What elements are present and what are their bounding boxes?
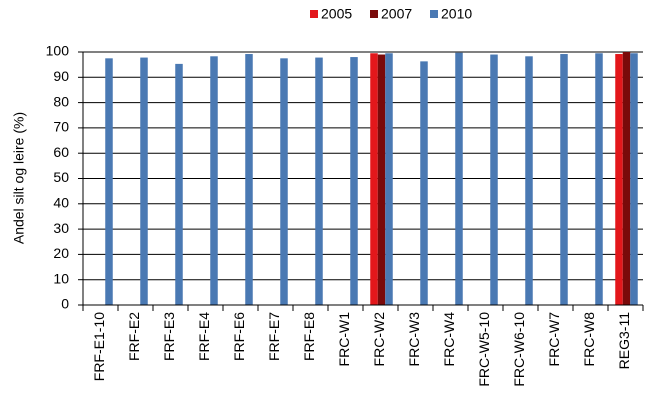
bar xyxy=(105,58,113,306)
x-tick-label: FRC-W1 xyxy=(336,312,352,367)
y-tick-label: 90 xyxy=(53,68,69,84)
x-tick-label: FRC-W4 xyxy=(441,312,457,367)
legend-swatch xyxy=(370,10,378,18)
x-tick-label: FRC-W6-10 xyxy=(511,312,527,387)
x-tick-label: FRF-E1-10 xyxy=(91,312,107,381)
bar xyxy=(140,57,148,305)
x-tick-label: FRF-E7 xyxy=(266,312,282,361)
bar xyxy=(280,58,288,306)
x-tick-label: FRF-E6 xyxy=(231,312,247,361)
x-tick-label: FRC-W8 xyxy=(581,312,597,367)
bar xyxy=(615,54,623,305)
bar xyxy=(560,54,568,305)
y-tick-label: 100 xyxy=(46,43,70,59)
x-tick-label: FRF-E8 xyxy=(301,312,317,361)
y-tick-label: 70 xyxy=(53,119,69,135)
bar xyxy=(420,61,428,306)
bar xyxy=(525,56,533,306)
bar xyxy=(350,57,358,306)
y-axis-label: Andel silt og leire (%) xyxy=(11,112,27,244)
x-tick-label: FRF-E4 xyxy=(196,312,212,361)
bar xyxy=(377,54,386,305)
legend-label: 2010 xyxy=(441,6,472,22)
legend-swatch xyxy=(430,10,438,18)
bar xyxy=(245,54,253,305)
bar xyxy=(385,53,393,305)
x-tick-label: FRC-W2 xyxy=(371,312,387,367)
y-tick-label: 30 xyxy=(53,220,69,236)
x-tick-label: FRC-W3 xyxy=(406,312,422,367)
x-tick-label: FRF-E2 xyxy=(126,312,142,361)
legend-label: 2005 xyxy=(321,6,352,22)
y-tick-label: 10 xyxy=(53,270,69,286)
bar xyxy=(490,54,498,305)
y-tick-label: 40 xyxy=(53,195,69,211)
bar xyxy=(210,56,218,306)
legend-label: 2007 xyxy=(381,6,412,22)
y-tick-label: 60 xyxy=(53,144,69,160)
bar xyxy=(175,63,183,306)
legend-swatch xyxy=(310,10,318,18)
bar xyxy=(630,53,638,305)
x-tick-label: FRF-E3 xyxy=(161,312,177,361)
y-tick-label: 0 xyxy=(61,296,69,312)
y-tick-label: 20 xyxy=(53,245,69,261)
x-tick-label: REG3-11 xyxy=(616,312,632,370)
bar xyxy=(455,52,463,305)
bar xyxy=(315,57,323,305)
bar xyxy=(595,53,603,305)
x-tick-label: FRC-W7 xyxy=(546,312,562,367)
x-tick-label: FRC-W5-10 xyxy=(476,312,492,387)
y-tick-label: 50 xyxy=(53,169,69,185)
bar xyxy=(370,53,378,305)
bar xyxy=(622,52,631,305)
y-tick-label: 80 xyxy=(53,93,69,109)
